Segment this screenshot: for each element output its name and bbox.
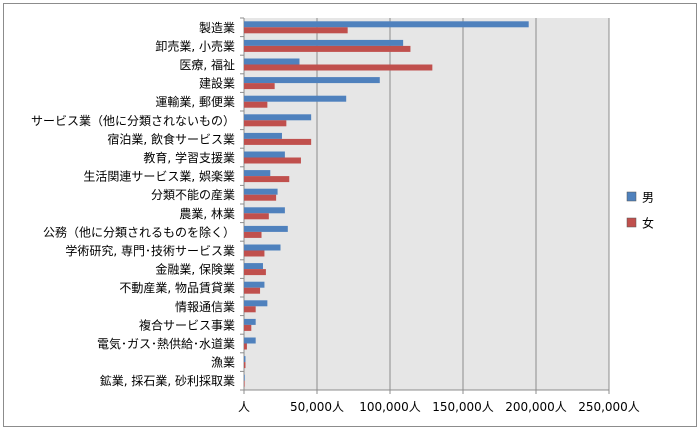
legend-swatch bbox=[626, 191, 637, 202]
bar-female bbox=[244, 120, 287, 127]
category-label: 教育, 学習支援業 bbox=[143, 150, 235, 165]
bar-female bbox=[244, 324, 252, 331]
bar-female bbox=[244, 343, 247, 350]
category-label: 複合サービス事業 bbox=[139, 317, 235, 332]
category-label: 製造業 bbox=[199, 21, 235, 35]
category-label: 学術研究, 専門･技術サービス業 bbox=[65, 243, 235, 258]
category-label: 医療, 福祉 bbox=[179, 57, 235, 72]
plot-area bbox=[244, 18, 609, 390]
bar-male bbox=[244, 356, 246, 363]
category-label: 運輸業, 郵便業 bbox=[155, 94, 235, 109]
bar-female bbox=[244, 250, 265, 257]
bar-female bbox=[244, 362, 246, 369]
bar-male bbox=[244, 337, 256, 344]
category-label: 不動産業, 物品賃貸業 bbox=[119, 280, 235, 295]
bar-female bbox=[244, 138, 312, 145]
bar-male bbox=[244, 300, 268, 307]
legend-label: 男 bbox=[642, 191, 654, 205]
x-tick-label: 200,000人 bbox=[505, 400, 567, 414]
category-label: 金融業, 保険業 bbox=[155, 262, 235, 277]
bar-male bbox=[244, 263, 263, 270]
bar-male bbox=[244, 77, 380, 84]
x-tick-label: 50,000人 bbox=[290, 400, 344, 414]
bar-male bbox=[244, 21, 529, 28]
bar-male bbox=[244, 207, 285, 214]
bar-female bbox=[244, 64, 433, 71]
category-label: 公務（他に分類されるものを除く） bbox=[43, 224, 235, 239]
bar-female bbox=[244, 45, 411, 52]
bar-male bbox=[244, 374, 245, 381]
bar-female bbox=[244, 269, 266, 276]
bar-female bbox=[244, 287, 261, 294]
category-label: 農業, 林業 bbox=[179, 207, 235, 221]
bar-female bbox=[244, 213, 269, 220]
bar-male bbox=[244, 225, 288, 232]
x-tick-label: 人 bbox=[238, 400, 250, 414]
bar-female bbox=[244, 231, 262, 238]
bar-male bbox=[244, 39, 404, 46]
bar-male bbox=[244, 95, 347, 102]
x-tick-label: 250,000人 bbox=[578, 400, 640, 414]
category-label: 分類不能の産業 bbox=[151, 187, 235, 202]
category-label: 電気･ガス･熱供給･水道業 bbox=[97, 336, 235, 351]
legend-swatch bbox=[626, 217, 637, 228]
bar-female bbox=[244, 27, 348, 34]
bar-female bbox=[244, 194, 277, 201]
bar-male bbox=[244, 58, 300, 65]
category-label: 情報通信業 bbox=[175, 300, 235, 314]
bar-male bbox=[244, 281, 265, 288]
bar-male bbox=[244, 151, 285, 158]
category-label: 生活関連サービス業, 娯楽業 bbox=[83, 170, 235, 184]
bar-female bbox=[244, 380, 245, 387]
legend-label: 女 bbox=[642, 216, 654, 231]
category-label: 宿泊業, 飲食サービス業 bbox=[107, 131, 235, 146]
bar-male bbox=[244, 132, 282, 139]
bar-male bbox=[244, 170, 271, 177]
bar-female bbox=[244, 101, 268, 108]
bar-male bbox=[244, 244, 281, 251]
x-tick-label: 100,000人 bbox=[359, 400, 421, 414]
bar-female bbox=[244, 306, 256, 313]
category-label: 卸売業, 小売業 bbox=[155, 38, 235, 53]
category-label: 建設業 bbox=[199, 76, 235, 91]
bar-male bbox=[244, 318, 256, 325]
bar-female bbox=[244, 83, 275, 90]
bar-female bbox=[244, 176, 290, 183]
category-label: 漁業 bbox=[211, 356, 235, 370]
category-label: 鉱業, 採石業, 砂利採取業 bbox=[100, 373, 235, 388]
bar-male bbox=[244, 114, 312, 121]
category-label: サービス業（他に分類されないもの） bbox=[31, 114, 235, 128]
bar-male bbox=[244, 188, 278, 195]
bar-female bbox=[244, 157, 301, 164]
x-tick-label: 150,000人 bbox=[432, 400, 494, 414]
